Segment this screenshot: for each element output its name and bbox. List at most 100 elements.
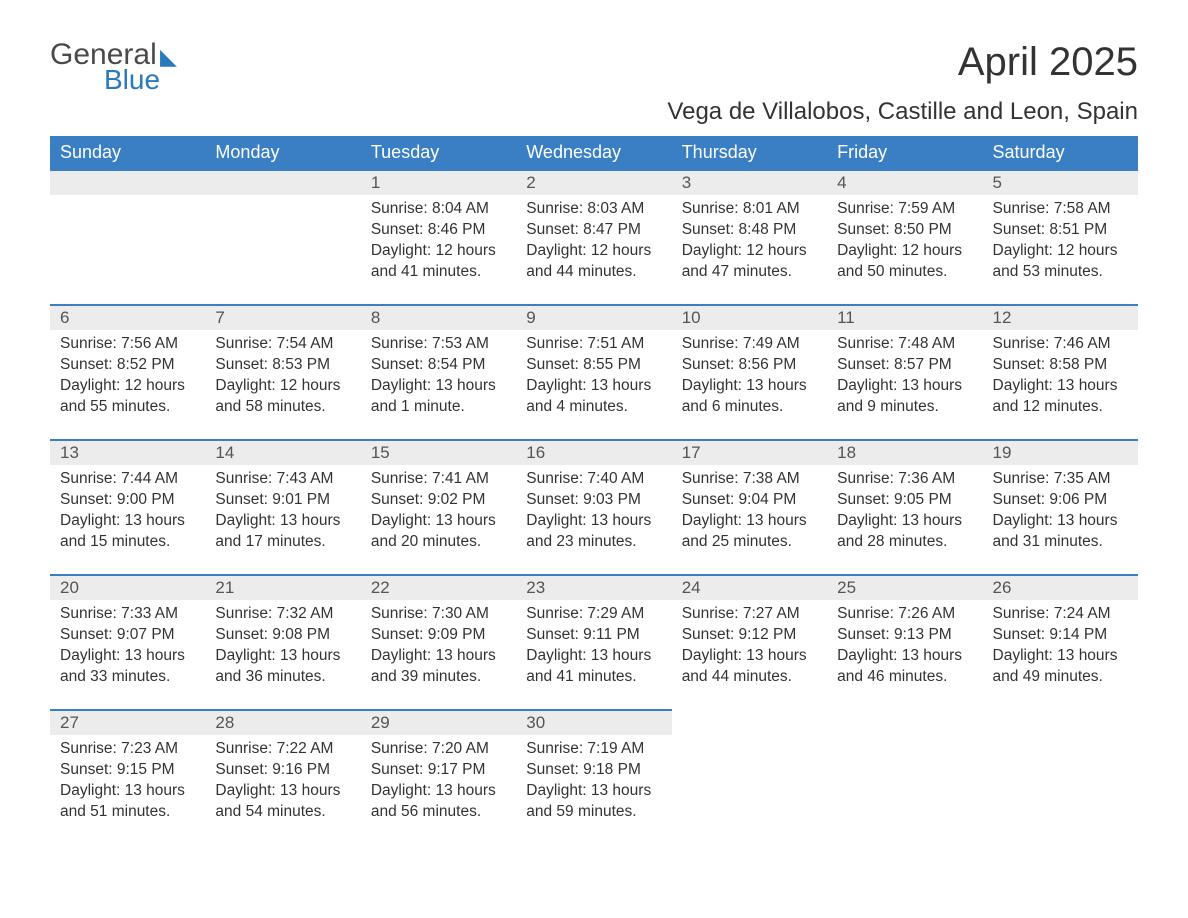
page-title: April 2025 xyxy=(958,40,1138,85)
daylight-text: Daylight: 12 hours and 58 minutes. xyxy=(215,376,350,418)
sunrise-text: Sunrise: 7:23 AM xyxy=(60,739,195,760)
detail-row: Sunrise: 8:04 AMSunset: 8:46 PMDaylight:… xyxy=(50,195,1138,305)
day-number-cell: 7 xyxy=(205,305,360,330)
sunset-text: Sunset: 8:51 PM xyxy=(993,220,1128,241)
sunrise-text: Sunrise: 7:56 AM xyxy=(60,334,195,355)
header: General Blue ◣ April 2025 xyxy=(50,40,1138,94)
day-number: 15 xyxy=(371,443,390,462)
day-number: 27 xyxy=(60,713,79,732)
day-number-cell: 1 xyxy=(361,170,516,195)
sunset-text: Sunset: 8:57 PM xyxy=(837,355,972,376)
sunrise-text: Sunrise: 7:40 AM xyxy=(526,469,661,490)
daylight-text: Daylight: 13 hours and 28 minutes. xyxy=(837,511,972,553)
day-detail-cell: Sunrise: 7:27 AMSunset: 9:12 PMDaylight:… xyxy=(672,600,827,710)
day-number: 23 xyxy=(526,578,545,597)
sunrise-text: Sunrise: 7:20 AM xyxy=(371,739,506,760)
day-detail-cell xyxy=(827,735,982,845)
day-detail-cell: Sunrise: 7:53 AMSunset: 8:54 PMDaylight:… xyxy=(361,330,516,440)
daylight-text: Daylight: 13 hours and 20 minutes. xyxy=(371,511,506,553)
day-number: 6 xyxy=(60,308,69,327)
weekday-header-row: Sunday Monday Tuesday Wednesday Thursday… xyxy=(50,136,1138,170)
day-detail-cell: Sunrise: 7:32 AMSunset: 9:08 PMDaylight:… xyxy=(205,600,360,710)
daylight-text: Daylight: 13 hours and 46 minutes. xyxy=(837,646,972,688)
sunset-text: Sunset: 9:00 PM xyxy=(60,490,195,511)
day-detail-cell xyxy=(672,735,827,845)
sunset-text: Sunset: 9:17 PM xyxy=(371,760,506,781)
day-detail-cell: Sunrise: 7:44 AMSunset: 9:00 PMDaylight:… xyxy=(50,465,205,575)
day-number: 14 xyxy=(215,443,234,462)
sunset-text: Sunset: 8:50 PM xyxy=(837,220,972,241)
daynum-row: 27282930 xyxy=(50,710,1138,735)
day-number: 2 xyxy=(526,173,535,192)
day-number-cell xyxy=(205,170,360,195)
sunset-text: Sunset: 9:08 PM xyxy=(215,625,350,646)
day-detail-cell: Sunrise: 7:35 AMSunset: 9:06 PMDaylight:… xyxy=(983,465,1138,575)
daylight-text: Daylight: 12 hours and 53 minutes. xyxy=(993,241,1128,283)
sunset-text: Sunset: 9:03 PM xyxy=(526,490,661,511)
day-number: 11 xyxy=(837,308,855,327)
daylight-text: Daylight: 13 hours and 36 minutes. xyxy=(215,646,350,688)
day-number: 26 xyxy=(993,578,1012,597)
day-detail-cell: Sunrise: 7:40 AMSunset: 9:03 PMDaylight:… xyxy=(516,465,671,575)
sunset-text: Sunset: 9:07 PM xyxy=(60,625,195,646)
day-number-cell: 23 xyxy=(516,575,671,600)
day-number: 24 xyxy=(682,578,701,597)
sunset-text: Sunset: 8:53 PM xyxy=(215,355,350,376)
sunset-text: Sunset: 9:16 PM xyxy=(215,760,350,781)
sunset-text: Sunset: 9:13 PM xyxy=(837,625,972,646)
daylight-text: Daylight: 12 hours and 55 minutes. xyxy=(60,376,195,418)
daylight-text: Daylight: 13 hours and 39 minutes. xyxy=(371,646,506,688)
sunrise-text: Sunrise: 7:44 AM xyxy=(60,469,195,490)
weekday-header: Monday xyxy=(205,136,360,170)
day-detail-cell: Sunrise: 7:26 AMSunset: 9:13 PMDaylight:… xyxy=(827,600,982,710)
daynum-row: 13141516171819 xyxy=(50,440,1138,465)
day-number-cell: 16 xyxy=(516,440,671,465)
detail-row: Sunrise: 7:33 AMSunset: 9:07 PMDaylight:… xyxy=(50,600,1138,710)
sunset-text: Sunset: 9:05 PM xyxy=(837,490,972,511)
day-number: 8 xyxy=(371,308,380,327)
sunset-text: Sunset: 8:58 PM xyxy=(993,355,1128,376)
day-number-cell: 24 xyxy=(672,575,827,600)
day-number: 16 xyxy=(526,443,545,462)
sunrise-text: Sunrise: 7:36 AM xyxy=(837,469,972,490)
sunrise-text: Sunrise: 7:24 AM xyxy=(993,604,1128,625)
day-number-cell xyxy=(50,170,205,195)
day-detail-cell: Sunrise: 7:56 AMSunset: 8:52 PMDaylight:… xyxy=(50,330,205,440)
day-detail-cell: Sunrise: 7:30 AMSunset: 9:09 PMDaylight:… xyxy=(361,600,516,710)
day-number: 12 xyxy=(993,308,1012,327)
sunrise-text: Sunrise: 8:01 AM xyxy=(682,199,817,220)
logo: General Blue ◣ xyxy=(50,40,177,94)
location-subtitle: Vega de Villalobos, Castille and Leon, S… xyxy=(50,98,1138,126)
sunset-text: Sunset: 8:56 PM xyxy=(682,355,817,376)
sunrise-text: Sunrise: 8:04 AM xyxy=(371,199,506,220)
day-number: 22 xyxy=(371,578,390,597)
sunrise-text: Sunrise: 7:27 AM xyxy=(682,604,817,625)
day-number: 19 xyxy=(993,443,1012,462)
daylight-text: Daylight: 12 hours and 44 minutes. xyxy=(526,241,661,283)
detail-row: Sunrise: 7:23 AMSunset: 9:15 PMDaylight:… xyxy=(50,735,1138,845)
day-detail-cell xyxy=(50,195,205,305)
daylight-text: Daylight: 13 hours and 59 minutes. xyxy=(526,781,661,823)
day-number-cell: 27 xyxy=(50,710,205,735)
daylight-text: Daylight: 13 hours and 25 minutes. xyxy=(682,511,817,553)
sunrise-text: Sunrise: 7:26 AM xyxy=(837,604,972,625)
sunset-text: Sunset: 9:04 PM xyxy=(682,490,817,511)
day-number-cell xyxy=(983,710,1138,735)
day-number-cell: 3 xyxy=(672,170,827,195)
day-detail-cell: Sunrise: 7:51 AMSunset: 8:55 PMDaylight:… xyxy=(516,330,671,440)
day-number: 10 xyxy=(682,308,701,327)
daylight-text: Daylight: 13 hours and 41 minutes. xyxy=(526,646,661,688)
sunrise-text: Sunrise: 7:59 AM xyxy=(837,199,972,220)
day-number: 7 xyxy=(215,308,224,327)
day-number-cell: 8 xyxy=(361,305,516,330)
sunrise-text: Sunrise: 7:48 AM xyxy=(837,334,972,355)
logo-word2: Blue xyxy=(104,66,160,94)
sunrise-text: Sunrise: 8:03 AM xyxy=(526,199,661,220)
daynum-row: 12345 xyxy=(50,170,1138,195)
sunrise-text: Sunrise: 7:53 AM xyxy=(371,334,506,355)
daylight-text: Daylight: 12 hours and 50 minutes. xyxy=(837,241,972,283)
day-number-cell xyxy=(672,710,827,735)
sunrise-text: Sunrise: 7:30 AM xyxy=(371,604,506,625)
day-detail-cell: Sunrise: 7:54 AMSunset: 8:53 PMDaylight:… xyxy=(205,330,360,440)
day-detail-cell xyxy=(205,195,360,305)
